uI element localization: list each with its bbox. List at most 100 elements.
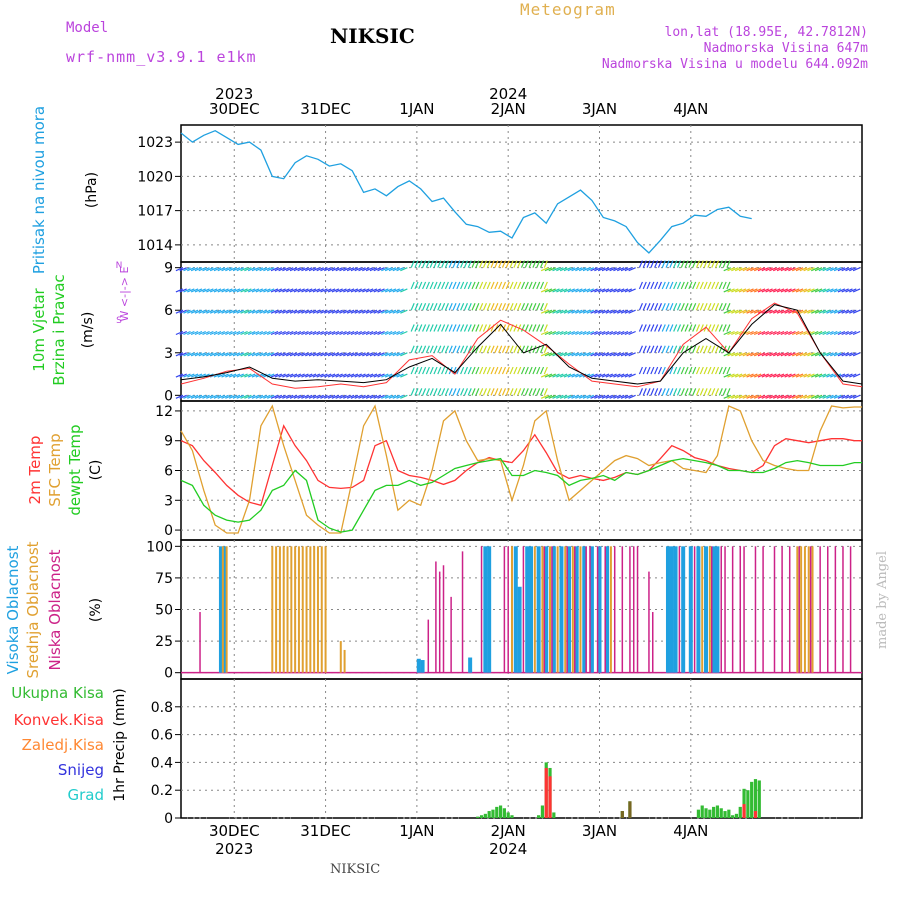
wind-arrow [285,330,294,336]
wind-arrow [575,288,583,293]
cloud-bar-high [567,546,572,673]
wind-arrow [251,309,260,314]
cloud-bar-high [468,657,473,673]
wind-arrow [722,260,727,268]
wind-arrow [429,324,434,332]
wind-arrow [597,352,606,357]
wind-arrow [830,394,838,399]
wind-arrow [803,267,811,272]
wind-arrow [727,288,735,293]
wind-arrow [613,288,621,293]
precip-bar-total [712,806,716,818]
wind-arrow [814,373,823,378]
wind-arrow [206,309,214,314]
wind-gust-line [180,302,863,389]
wind-arrow [750,309,758,314]
wind-arrow [673,366,678,375]
cloud-bar-mid [286,546,289,673]
wind-arrow [479,302,484,311]
top-date-tick: 2JAN [491,100,526,118]
wind-arrow [543,388,548,396]
wind-arrow [437,324,442,332]
wind-arrow [665,302,670,311]
wind-arrow [369,267,378,272]
wind-arrow [563,394,572,399]
wind-arrow [285,267,294,272]
wind-arrow [251,288,260,293]
label-precip-total: Ukupna Kisa [11,684,104,702]
wind-arrow [266,394,275,399]
wind-arrow [673,281,678,290]
wind-arrow [479,281,484,290]
precip-bar-total [738,806,742,818]
model-label: Model [66,20,109,36]
wind-arrow [505,260,510,268]
wind-arrow [198,373,206,378]
wind-arrow [642,366,647,375]
wind-arrow [232,309,241,314]
wind-arrow [308,288,317,293]
wind-arrow [369,352,378,357]
cloud-bar-mid [316,546,319,673]
wind-arrow [263,394,271,399]
wind-arrow [753,330,762,336]
wind-arrow [517,388,522,396]
wind-arrow [232,373,241,378]
wind-arrow [456,345,461,354]
wind-arrow [776,330,785,336]
wind-arrow [578,309,587,314]
wind-arrow [194,309,203,314]
wind-arrow [490,366,495,375]
wind-arrow [597,394,606,399]
wind-arrow [654,302,659,311]
wind-arrow [769,309,777,314]
wind-arrow [616,373,625,378]
wind-arrow [293,330,302,336]
wind-arrow [727,352,735,357]
wind-arrow [187,352,195,357]
wind-arrow [520,302,526,311]
wind-arrow [761,267,770,272]
wind-arrow [297,309,305,314]
wind-arrow [327,309,336,314]
wind-arrow [225,309,233,314]
wind-arrow [849,394,857,399]
temp-line-sfc [180,404,862,534]
wind-arrow [297,373,305,378]
y-tick-label-temperature: 9 [164,434,173,450]
wind-arrow [410,324,415,332]
wind-arrow [791,352,800,357]
wind-arrow [590,373,598,378]
wind-arrow [467,324,472,332]
wind-arrow [769,330,777,336]
wind-arrow [444,302,449,311]
wind-arrow [791,330,800,336]
wind-arrow [711,302,716,311]
wind-arrow [703,366,708,375]
wind-arrow [753,394,762,399]
wind-compass: W <-|-> E [118,267,131,322]
wind-arrow [198,330,206,336]
wind-arrow [734,394,743,399]
wind-arrow [803,394,811,399]
wind-arrow [539,302,545,311]
wind-arrow [528,281,533,290]
cloud-bar-low [710,546,713,673]
wind-arrow [578,330,587,336]
wind-arrow [183,373,191,378]
y-tick-label-pressure: 1023 [137,135,173,151]
wind-arrow [791,288,800,293]
wind-arrow [339,267,347,272]
wind-arrow [746,309,754,314]
wind-arrow [486,260,491,268]
wind-arrow [444,324,449,332]
wind-arrow [731,330,739,336]
wind-arrow [463,260,468,268]
wind-arrow [396,394,404,399]
wind-arrow [183,330,191,336]
cloud-bar-high [517,586,522,673]
wind-arrow [301,288,309,293]
wind-arrow [520,260,526,268]
wind-arrow [490,302,495,311]
wind-arrow [410,388,415,396]
